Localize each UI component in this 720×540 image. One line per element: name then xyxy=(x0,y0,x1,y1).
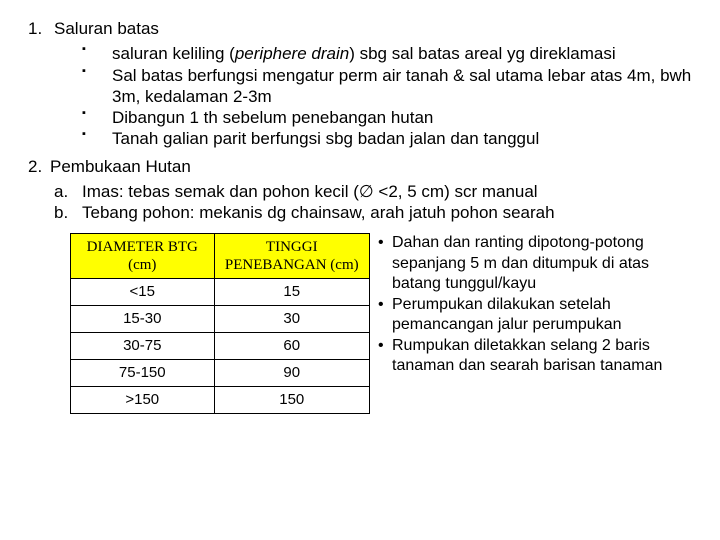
section-1-title: Saluran batas xyxy=(54,18,159,39)
list-item: a. Imas: tebas semak dan pohon kecil (∅ … xyxy=(54,181,692,202)
section-1-list: saluran keliling (periphere drain) sbg s… xyxy=(82,43,692,149)
notes-column: Dahan dan ranting dipotong-potong sepanj… xyxy=(378,233,692,414)
table-row: >150150 xyxy=(71,387,370,414)
list-item: b. Tebang pohon: mekanis dg chainsaw, ar… xyxy=(54,202,692,223)
list-item: Sal batas berfungsi mengatur perm air ta… xyxy=(82,65,692,108)
table-row: 75-15090 xyxy=(71,360,370,387)
table-row: 30-7560 xyxy=(71,333,370,360)
table-row: 15-3030 xyxy=(71,306,370,333)
table-row: <1515 xyxy=(71,279,370,306)
table-header: TINGGI PENEBANGAN (cm) xyxy=(214,234,369,279)
list-item: Rumpukan diletakkan selang 2 baris tanam… xyxy=(378,336,692,377)
list-item: Dahan dan ranting dipotong-potong sepanj… xyxy=(378,233,692,294)
section-1: 1. Saluran batas saluran keliling (perip… xyxy=(28,18,692,150)
section-2-number: 2. xyxy=(28,156,50,177)
table-header: DIAMETER BTG (cm) xyxy=(71,234,215,279)
list-item: Dibangun 1 th sebelum penebangan hutan xyxy=(82,107,692,128)
section-1-number: 1. xyxy=(28,18,54,39)
list-item: Perumpukan dilakukan setelah pemancangan… xyxy=(378,295,692,336)
table-column: DIAMETER BTG (cm) TINGGI PENEBANGAN (cm)… xyxy=(28,233,370,414)
list-item: Tanah galian parit berfungsi sbg badan j… xyxy=(82,128,692,149)
section-2-list: a. Imas: tebas semak dan pohon kecil (∅ … xyxy=(54,181,692,224)
diameter-table: DIAMETER BTG (cm) TINGGI PENEBANGAN (cm)… xyxy=(70,233,370,414)
section-2: 2. Pembukaan Hutan a. Imas: tebas semak … xyxy=(28,156,692,224)
section-2-title: Pembukaan Hutan xyxy=(50,156,191,177)
list-item: saluran keliling (periphere drain) sbg s… xyxy=(82,43,692,64)
